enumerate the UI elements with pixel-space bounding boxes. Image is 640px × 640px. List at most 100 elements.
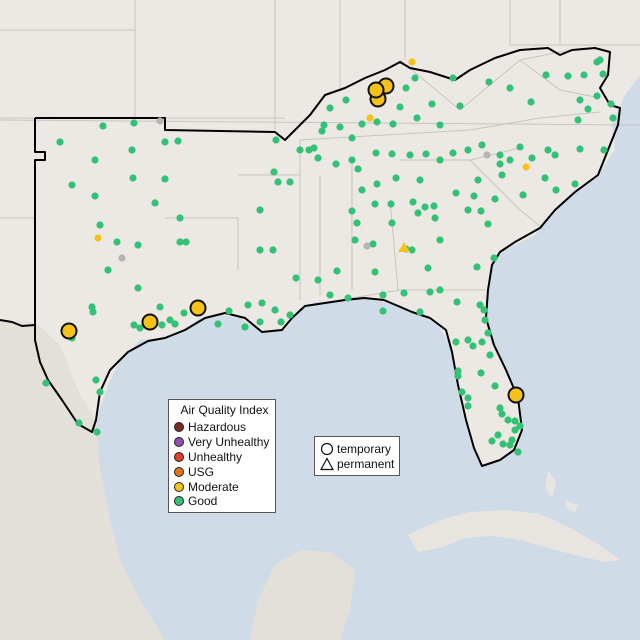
good-monitor-marker [91,156,99,164]
good-monitor-marker [484,220,492,228]
good-monitor-marker [486,351,494,359]
good-monitor-marker [473,263,481,271]
legend-label: Unhealthy [188,449,243,464]
good-monitor-marker [593,58,601,66]
good-monitor-marker [424,264,432,272]
moderate-monitor-marker [366,114,374,122]
good-monitor-marker [600,146,608,154]
good-monitor-marker [511,417,519,425]
legend-item-permanent: permanent [320,457,399,472]
good-monitor-marker [92,376,100,384]
good-monitor-marker [156,303,164,311]
legend-label: USG [188,464,215,479]
unavailable-monitor-marker [363,242,371,250]
good-monitor-marker [320,121,328,129]
good-monitor-marker [454,372,462,380]
good-monitor-marker [436,286,444,294]
good-monitor-marker [161,138,169,146]
good-monitor-marker [256,246,264,254]
moderate-permanent-monitor-marker [398,242,410,252]
good-monitor-marker [474,176,482,184]
good-monitor-marker [519,191,527,199]
good-monitor-marker [506,156,514,164]
good-monitor-marker [576,145,584,153]
good-monitor-marker [128,146,136,154]
good-monitor-marker [369,240,377,248]
good-monitor-marker [388,219,396,227]
good-monitor-marker [499,440,507,448]
legend-label: permanent [337,457,395,472]
good-monitor-marker [514,448,522,456]
aqi-legend: Air Quality Index Hazardous Very Unhealt… [168,399,276,513]
good-monitor-marker [274,178,282,186]
good-monitor-marker [470,192,478,200]
good-monitor-marker [551,151,559,159]
good-monitor-marker [130,119,138,127]
good-monitor-marker [333,267,341,275]
good-monitor-marker [452,338,460,346]
legend-item-temporary: temporary [320,442,399,457]
good-monitor-marker [256,206,264,214]
good-monitor-marker [491,382,499,390]
good-monitor-marker [348,156,356,164]
good-monitor-marker [449,149,457,157]
good-monitor-marker [389,120,397,128]
moderate-temporary-monitor-marker [507,386,525,404]
good-monitor-marker [353,219,361,227]
good-monitor-marker [564,72,572,80]
good-monitor-marker [258,299,266,307]
good-monitor-marker [416,308,424,316]
good-monitor-marker [464,402,472,410]
good-monitor-marker [270,168,278,176]
good-monitor-marker [225,307,233,315]
good-monitor-marker [409,198,417,206]
good-monitor-marker [379,307,387,315]
good-monitor-marker [214,320,222,328]
good-monitor-marker [256,318,264,326]
good-monitor-marker [485,78,493,86]
good-monitor-marker [402,84,410,92]
good-monitor-marker [174,137,182,145]
good-monitor-marker [436,156,444,164]
moderate-temporary-monitor-marker [367,81,385,99]
good-monitor-marker [166,316,174,324]
moderate-temporary-monitor-marker [60,322,78,340]
good-monitor-marker [96,221,104,229]
moderate-temporary-monitor-marker [141,313,159,331]
good-monitor-marker [477,207,485,215]
yucatan-land [250,550,355,640]
good-monitor-marker [176,214,184,222]
good-monitor-marker [387,200,395,208]
moderate-temporary-monitor-marker [189,299,207,317]
good-monitor-marker [342,96,350,104]
good-monitor-marker [244,301,252,309]
good-monitor-marker [496,404,504,412]
unavailable-monitor-marker [483,151,491,159]
good-monitor-marker [494,431,502,439]
good-monitor-marker [478,338,486,346]
moderate-swatch [174,481,184,492]
good-monitor-marker [464,336,472,344]
good-monitor-marker [456,102,464,110]
good-monitor-marker [593,92,601,100]
very-unhealthy-swatch [174,437,184,448]
good-monitor-marker [498,410,506,418]
good-monitor-marker [400,289,408,297]
good-swatch [174,496,184,507]
legend-label: Good [188,494,218,509]
good-monitor-marker [484,329,492,337]
good-monitor-marker [277,318,285,326]
legend-label: Hazardous [188,420,247,435]
good-monitor-marker [269,246,277,254]
good-monitor-marker [379,291,387,299]
good-monitor-marker [134,284,142,292]
good-monitor-marker [478,141,486,149]
good-monitor-marker [481,316,489,324]
good-monitor-marker [436,121,444,129]
good-monitor-marker [318,127,326,135]
good-monitor-marker [171,320,179,328]
good-monitor-marker [113,238,121,246]
good-monitor-marker [411,74,419,82]
good-monitor-marker [496,151,504,159]
good-monitor-marker [68,181,76,189]
